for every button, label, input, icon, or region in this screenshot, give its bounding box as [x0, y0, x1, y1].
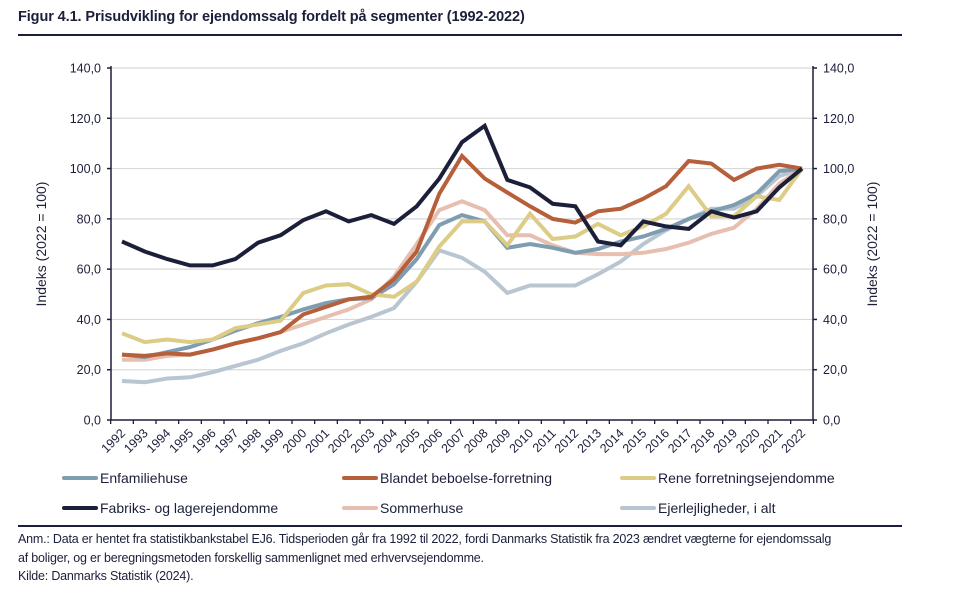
- y-tick-label: 0,0: [823, 414, 840, 428]
- series-line-rene-forretningsejendomme: [121, 167, 804, 345]
- x-tick-label: 2011: [530, 426, 559, 455]
- notes-divider: [18, 525, 902, 527]
- y-tick-label: 100,0: [823, 162, 854, 176]
- x-tick-label: 2005: [393, 426, 423, 456]
- series-lines: [121, 122, 804, 385]
- x-tick-label: 1998: [235, 426, 265, 456]
- x-tick-label: 2018: [688, 426, 718, 456]
- x-tick-label: 2019: [711, 426, 741, 456]
- x-tick-label: 2009: [484, 426, 514, 456]
- legend-item-enfamiliehuse: Enfamiliehuse: [62, 470, 188, 486]
- series-line-enfamiliehuse: [121, 166, 803, 360]
- series-line-blandet-beboelse-forretning: [121, 152, 803, 358]
- figure-notes: Anm.: Data er hentet fra statistikbankst…: [18, 530, 918, 586]
- x-tick-label: 1994: [144, 426, 174, 456]
- x-tick-label: 2006: [416, 426, 446, 456]
- legend-swatch: [620, 506, 656, 510]
- x-tick-label: 2012: [552, 426, 582, 456]
- note-line-2: af boliger, og er beregningsmetoden fors…: [18, 550, 484, 565]
- x-tick-label: 1997: [212, 426, 242, 456]
- y-tick-label: 120,0: [823, 112, 854, 126]
- axes: [110, 66, 814, 421]
- source-line: Kilde: Danmarks Statistik (2024).: [18, 569, 194, 583]
- left-y-axis-title: Indeks (2022 = 100): [33, 182, 49, 307]
- x-tick-label: 2016: [643, 426, 673, 456]
- legend-label: Rene forretningsejendomme: [658, 470, 835, 486]
- y-tick-label: 140,0: [70, 62, 101, 76]
- title-divider: [18, 34, 902, 36]
- legend-item-fabriks: Fabriks- og lagerejendomme: [62, 500, 278, 516]
- x-tick-label: 2017: [665, 426, 695, 456]
- y-tick-label: 120,0: [70, 112, 101, 126]
- figure-title: Figur 4.1. Prisudvikling for ejendomssal…: [18, 9, 525, 25]
- legend-swatch: [342, 476, 378, 480]
- x-tick-label: 2002: [325, 426, 355, 456]
- legend-label: Sommerhuse: [380, 500, 464, 516]
- line-chart: 0,0 20,0 40,0 60,0 80,0 100,0 120,0 140,0 0,0 20…: [33, 62, 880, 456]
- series-line-fabriks-og-lagerejendomme: [121, 122, 804, 268]
- legend-label: Enfamiliehuse: [100, 470, 188, 486]
- x-tick-label: 2000: [280, 426, 310, 456]
- x-tick-label: 2008: [461, 426, 491, 456]
- x-tick-label: 1993: [121, 426, 151, 456]
- y-tick-label: 80,0: [823, 212, 847, 226]
- x-tick-label: 2020: [733, 426, 763, 456]
- x-tick-label: 1992: [99, 426, 129, 456]
- legend-item-ejerlejligheder: Ejerlejligheder, i alt: [620, 500, 776, 516]
- y-tick-label: 140,0: [823, 62, 854, 76]
- x-tick-label: 1999: [257, 426, 287, 456]
- y-tick-label: 100,0: [70, 162, 101, 176]
- gridlines: [111, 67, 813, 371]
- x-tick-label: 2015: [620, 426, 650, 456]
- x-tick-label: 2021: [756, 426, 786, 456]
- y-tick-label: 40,0: [77, 313, 101, 327]
- x-tick-label: 2001: [303, 426, 333, 456]
- legend-swatch: [620, 476, 656, 480]
- x-tick-label: 2004: [371, 426, 401, 456]
- x-tick-label: 2007: [439, 426, 469, 456]
- x-tick-label: 1996: [189, 426, 219, 456]
- y-tick-label: 60,0: [77, 263, 101, 277]
- y-tick-label: 20,0: [77, 363, 101, 377]
- legend-item-blandet: Blandet beboelse-forretning: [342, 470, 552, 486]
- legend-swatch: [342, 506, 378, 510]
- y-tick-label: 0,0: [84, 414, 101, 428]
- x-tick-label: 2022: [779, 426, 809, 456]
- x-tick-label: 1995: [167, 426, 197, 456]
- legend-swatch: [62, 506, 98, 510]
- y-tick-label: 40,0: [823, 313, 847, 327]
- x-tick-label: 2003: [348, 426, 378, 456]
- left-y-ticks: 0,0 20,0 40,0 60,0 80,0 100,0 120,0 140,0: [70, 62, 111, 428]
- legend-item-sommerhuse: Sommerhuse: [342, 500, 463, 516]
- right-y-ticks: 0,0 20,0 40,0 60,0 80,0 100,0 120,0 140,0: [813, 62, 854, 428]
- x-tick-label: 2013: [575, 426, 605, 456]
- y-tick-label: 20,0: [823, 363, 847, 377]
- right-y-axis-title: Indeks (2022 = 100): [864, 182, 880, 307]
- note-line-1: Anm.: Data er hentet fra statistikbankst…: [18, 532, 832, 546]
- y-tick-label: 60,0: [823, 263, 847, 277]
- legend-label: Fabriks- og lagerejendomme: [100, 500, 279, 516]
- legend-label: Blandet beboelse-forretning: [380, 470, 553, 486]
- legend-item-rene: Rene forretningsejendomme: [620, 470, 835, 486]
- legend-swatch: [62, 476, 98, 480]
- x-tick-label: 2014: [597, 426, 627, 456]
- x-ticks: 1992199319941995199619971998199920002001…: [99, 420, 814, 456]
- y-tick-label: 80,0: [77, 212, 101, 226]
- legend-label: Ejerlejligheder, i alt: [658, 500, 776, 516]
- x-tick-label: 2010: [507, 426, 537, 456]
